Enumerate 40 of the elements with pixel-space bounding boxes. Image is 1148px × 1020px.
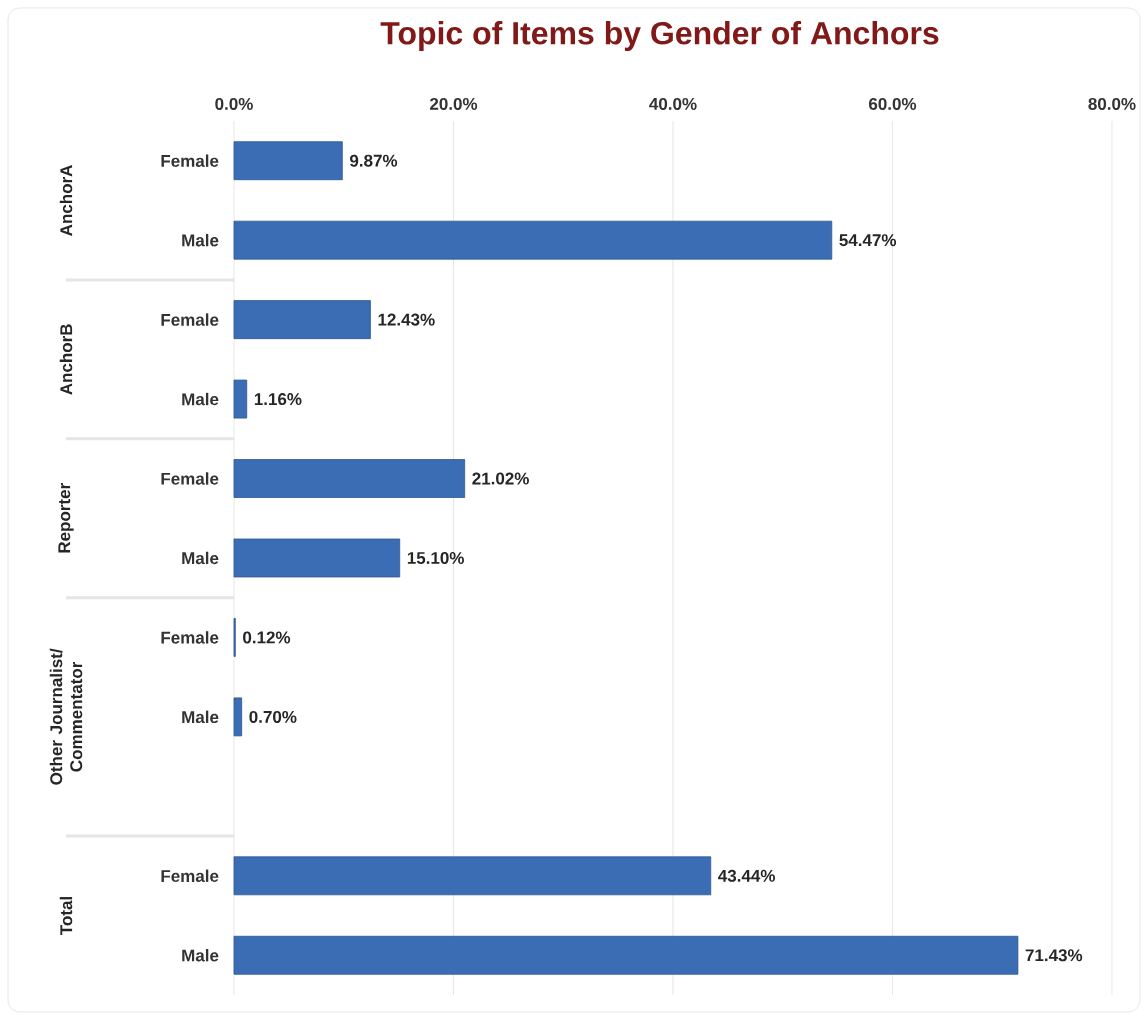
y-tick-label: Male xyxy=(182,949,219,962)
y-tick-label: Female xyxy=(161,631,219,644)
y-tick-label: Female xyxy=(161,154,219,167)
bar xyxy=(233,935,1019,975)
text: AnchorB xyxy=(59,324,73,395)
x-tick-label: 80.0% xyxy=(1088,97,1136,110)
y-tick-label: Female xyxy=(161,472,219,485)
data-label: 15.10% xyxy=(407,552,464,565)
y-tick-label: Male xyxy=(182,233,219,247)
y-tick-label: Female xyxy=(161,313,219,326)
x-tick-label: 20.0% xyxy=(429,97,478,110)
data-label: 21.02% xyxy=(472,472,529,485)
data-label: 43.44% xyxy=(718,869,776,882)
bar xyxy=(233,856,712,896)
bar xyxy=(233,220,833,260)
y-tick-label: Male xyxy=(182,392,219,406)
bar xyxy=(233,697,243,737)
bar xyxy=(233,300,371,340)
y-tick-label: Female xyxy=(161,869,219,883)
y-tick-label: Male xyxy=(182,551,219,565)
bar xyxy=(233,379,248,419)
x-tick-label: 60.0% xyxy=(869,97,917,110)
data-label: 71.43% xyxy=(1025,949,1083,962)
data-label: 0.70% xyxy=(249,710,297,723)
data-label: 0.12% xyxy=(243,631,291,644)
x-tick-label: 0.0% xyxy=(215,97,253,110)
chart-title: Topic of Items by Gender of Anchors xyxy=(380,21,939,51)
text: AnchorA xyxy=(59,165,73,236)
data-label: 9.87% xyxy=(349,154,398,167)
text: Total xyxy=(59,897,73,936)
data-label: 12.43% xyxy=(378,313,435,326)
bar xyxy=(233,459,466,498)
y-tick-label: Male xyxy=(182,710,219,724)
data-label: 54.47% xyxy=(839,234,897,247)
bar xyxy=(233,141,343,181)
text: Other Journalist/ Commentator xyxy=(49,648,83,785)
data-label: 1.16% xyxy=(254,393,302,406)
text: Reporter xyxy=(58,483,74,553)
bar xyxy=(233,538,401,578)
x-tick-label: 40.0% xyxy=(649,97,697,110)
